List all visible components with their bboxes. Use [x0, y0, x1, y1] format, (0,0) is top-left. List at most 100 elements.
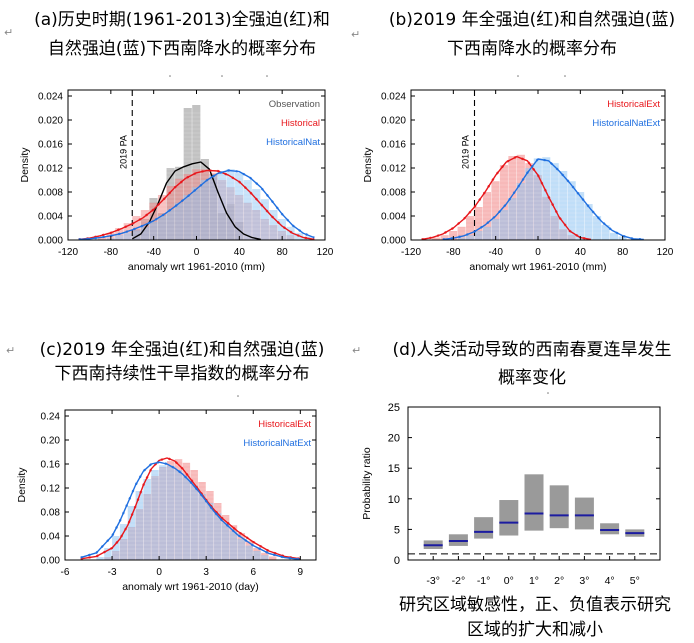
panel-c-hist-1-bar-16 — [221, 522, 230, 560]
panel-c-ylabel: Density — [16, 467, 28, 503]
panel-d-ytick-label: 20 — [388, 433, 400, 445]
panel-c-series-0-line — [80, 457, 301, 560]
panel-a-hist-2-bar-4 — [140, 226, 149, 240]
panel-d-range-bar — [574, 497, 594, 530]
panel-d-ytick-label: 15 — [388, 463, 400, 475]
panel-b-ytick-label: 0.008 — [381, 188, 406, 199]
panel-c-hist-1-bar-12 — [190, 485, 198, 560]
panel-a-ytick-label: 0.000 — [38, 236, 63, 247]
panel-a-series-0-line — [131, 161, 261, 241]
panel-b-hist-1-bar-12 — [559, 171, 568, 240]
panel-b-hist-1-bar-7 — [516, 183, 525, 240]
panel-b-xtick-label: -80 — [446, 247, 461, 258]
panel-d-xtick-label: 3° — [579, 575, 589, 587]
panel-a-vline-label: 2019 PA — [118, 135, 128, 169]
panel-c-hist-1-bar-18 — [237, 539, 246, 560]
panel-c-series-1-dash — [80, 461, 301, 561]
panel-d-title-line2: 概率变化 — [498, 368, 566, 388]
panel-d-xtick-label: 5° — [630, 575, 640, 587]
panel-c-ytick-label: 0.16 — [41, 460, 61, 471]
panel-d-xtick-label: 4° — [605, 575, 615, 587]
panel-c-hist-1-bar-5 — [135, 491, 144, 560]
panel-c-hist-1-bar-21 — [261, 555, 269, 560]
panel-d-ytick-label: 0 — [394, 555, 400, 567]
panel-d-plot: -3° -2° -1° 0° 1° 2° 3° 4° 5° 0 5 10 15 20 25 Probabili… — [361, 402, 661, 587]
panel-b-xlabel: anomaly wrt 1961-2010 (mm) — [469, 261, 606, 273]
panel-a-ytick-label: 0.024 — [38, 92, 63, 103]
panel-a-ytick-label: 0.012 — [38, 164, 63, 175]
panel-c-hist-1-bar-14 — [206, 503, 214, 560]
panel-a-hist-2-bar-15 — [235, 172, 244, 240]
panel-b-hist-1-bar-17 — [601, 225, 610, 240]
panel-c-xtick-label: 6 — [250, 567, 256, 578]
panel-a-hist-2-bar-17 — [252, 189, 261, 240]
panel-c-title-line2: 下西南持续性干旱指数的概率分布 — [54, 364, 310, 384]
panel-b-xtick-label: 40 — [575, 247, 587, 258]
panel-b-hist-1-bar-10 — [542, 157, 551, 240]
panel-c-hist-1-bar-13 — [198, 494, 206, 560]
panel-b-xtick-label: 0 — [535, 247, 541, 258]
panel-c-hist-1-bar-6 — [143, 479, 151, 560]
panel-c-hist-0-bar-21 — [268, 556, 277, 560]
panel-a-hist-2-bar-2 — [123, 232, 132, 240]
panel-b-ytick-label: 0.004 — [381, 212, 406, 223]
panel-b-hist-1-bar-13 — [567, 181, 576, 240]
panel-a-ytick-label: 0.004 — [38, 212, 63, 223]
panel-a-hist-2-bar-9 — [183, 195, 192, 240]
panel-d-xtick-label: 2° — [554, 575, 564, 587]
panel-a-hist-2-bar-19 — [269, 210, 278, 240]
panel-a-ytick-label: 0.020 — [38, 116, 63, 127]
panel-a-hist-2-bar-1 — [115, 235, 124, 240]
panel-a-legend-item: Observation — [269, 99, 320, 110]
panel-b-hist-1-bar-4 — [491, 219, 500, 240]
panel-c-ytick-label: 0.00 — [41, 556, 61, 567]
panel-a-xtick-label: -80 — [104, 247, 119, 258]
panel-a-hist-2-bar-6 — [157, 216, 167, 240]
panel-d-range-bar — [524, 474, 544, 531]
panel-a-ylabel: Density — [19, 147, 31, 183]
panel-a-hist-2-bar-13 — [217, 171, 227, 240]
panel-d-title-line1: (d)人类活动导致的西南春夏连旱发生 — [392, 340, 672, 360]
panel-d-axes-frame — [407, 406, 661, 561]
panel-d-ytick-label: 10 — [388, 494, 400, 506]
panel-c-hist-1-bar-19 — [245, 545, 253, 560]
panel-b-hist-1-bar-8 — [525, 168, 534, 240]
panel-b-ytick-label: 0.016 — [381, 140, 406, 151]
panel-d-xtick-label: -3° — [426, 575, 440, 587]
panel-c-hist-1-bar-4 — [127, 506, 136, 560]
panel-b-ytick-label: 0.024 — [381, 92, 406, 103]
panel-a-hist-2-bar-5 — [149, 222, 158, 240]
panel-c-hist-1-bar-0 — [96, 557, 104, 560]
panel-a-xtick-label: 40 — [234, 247, 246, 258]
panel-c-hist-1-bar-11 — [182, 476, 191, 560]
panel-d-ytick-label: 25 — [388, 402, 400, 414]
stray-dot — [564, 75, 566, 77]
panel-c-xtick-label: 9 — [298, 567, 304, 578]
panel-c-axes-frame — [64, 409, 317, 561]
stray-dot — [547, 392, 549, 394]
panel-a-xlabel: anomaly wrt 1961-2010 (mm) — [128, 261, 265, 273]
panel-b-hist-0-bar-0 — [432, 237, 441, 240]
paragraph-mark-d: ↵ — [352, 344, 362, 357]
panel-d-ytick-label: 5 — [394, 524, 400, 536]
panel-a-legend-item: HistoricalNat — [266, 137, 320, 148]
panel-b-hist-1-bar-11 — [550, 163, 559, 240]
panel-a-hist-2-bar-8 — [175, 202, 184, 240]
panel-b-title-line2: 下西南降水的概率分布 — [447, 39, 617, 59]
panel-a-hist-2-bar-11 — [200, 180, 209, 240]
panel-c-hist-1-bar-8 — [159, 465, 167, 560]
panel-c-legend-item: HistoricalExt — [258, 419, 311, 430]
panel-b-title-line1: (b)2019 年全强迫(红)和自然强迫(蓝) — [388, 10, 676, 30]
panel-b-hist-1-bar-15 — [584, 204, 593, 240]
panel-b-hist-1-bar-14 — [576, 192, 585, 240]
panel-c-hist-1-bar-7 — [151, 470, 159, 560]
stray-dot — [221, 75, 223, 77]
panel-a-hist-2-bar-16 — [243, 180, 252, 240]
panel-c-legend-item: HistoricalNatExt — [243, 438, 311, 449]
panel-a-xtick-label: -40 — [146, 247, 161, 258]
panel-b-hist-1-bar-1 — [466, 235, 475, 240]
panel-b-hist-1-bar-0 — [457, 237, 466, 240]
panel-b-hist-0-bar-5 — [474, 207, 483, 240]
panel-d-xlabel-line1: 研究区域敏感性，正、负值表示研究 — [399, 595, 671, 615]
